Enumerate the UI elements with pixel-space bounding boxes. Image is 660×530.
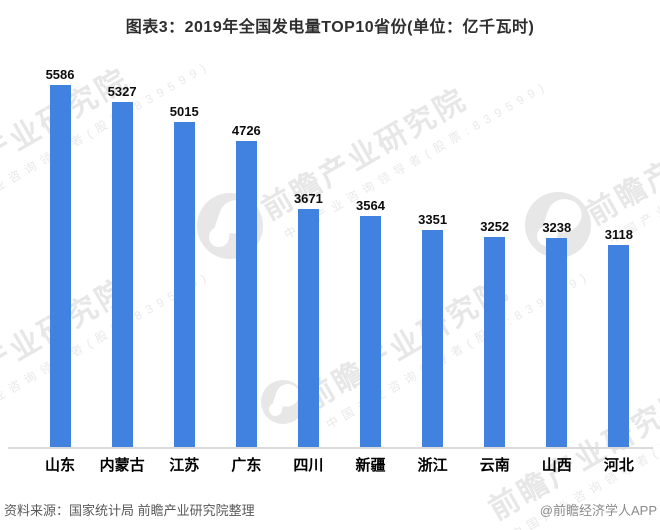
bar xyxy=(608,245,630,448)
bar-value-label: 3252 xyxy=(480,219,510,234)
bar xyxy=(111,102,133,448)
bar-value-label: 5586 xyxy=(45,67,75,82)
bar-column: 5586 xyxy=(29,67,91,448)
category-label: 河北 xyxy=(603,457,634,474)
bar-column: 5327 xyxy=(91,84,153,448)
category-label: 广东 xyxy=(231,457,262,474)
bar xyxy=(297,209,319,448)
bar-value-label: 3118 xyxy=(604,227,633,242)
bar-value-label: 3238 xyxy=(542,220,572,235)
category-label: 江苏 xyxy=(169,457,200,474)
bar-column: 3238 xyxy=(526,220,588,448)
bar-column: 4726 xyxy=(215,123,277,448)
bar-value-label: 3351 xyxy=(418,212,448,227)
category-label: 云南 xyxy=(479,457,510,474)
bar-column: 3351 xyxy=(402,212,464,448)
category-label: 内蒙古 xyxy=(99,457,145,474)
category-axis: 山东 内蒙古 江苏 广东 四川 新疆 浙江 云南 山西 河北 xyxy=(29,454,650,475)
bar-value-label: 5015 xyxy=(169,104,199,119)
bar-value-label: 3671 xyxy=(293,191,323,206)
bar xyxy=(484,237,506,448)
bar-value-label: 3564 xyxy=(356,198,385,213)
bar xyxy=(49,85,71,448)
bar-column: 5015 xyxy=(153,104,215,448)
bar xyxy=(173,122,195,448)
category-label: 浙江 xyxy=(417,457,448,474)
bar-column: 3564 xyxy=(339,198,401,448)
category-label: 新疆 xyxy=(355,457,386,474)
x-axis-line xyxy=(8,447,653,449)
page-title: 图表3：2019年全国发电量TOP10省份(单位：亿千瓦时) xyxy=(125,19,535,36)
bar xyxy=(422,230,444,448)
credit-note: @前瞻经济学人APP xyxy=(539,503,657,518)
category-label: 山东 xyxy=(45,457,76,474)
bar-value-label: 5327 xyxy=(107,84,137,99)
bar-column: 3252 xyxy=(464,219,526,448)
bar xyxy=(546,238,568,448)
plot-area: 5586 5327 5015 4726 3671 3564 3351 3252 3238 3118 xyxy=(29,60,650,448)
category-label: 四川 xyxy=(293,457,324,474)
category-label: 山西 xyxy=(541,457,572,474)
source-note: 资料来源：国家统计局 前瞻产业研究院整理 xyxy=(4,503,255,518)
bar xyxy=(235,141,257,448)
bar xyxy=(360,216,382,448)
bar-column: 3671 xyxy=(277,191,339,448)
bar-value-label: 4726 xyxy=(231,123,261,138)
bar-column: 3118 xyxy=(588,227,650,448)
